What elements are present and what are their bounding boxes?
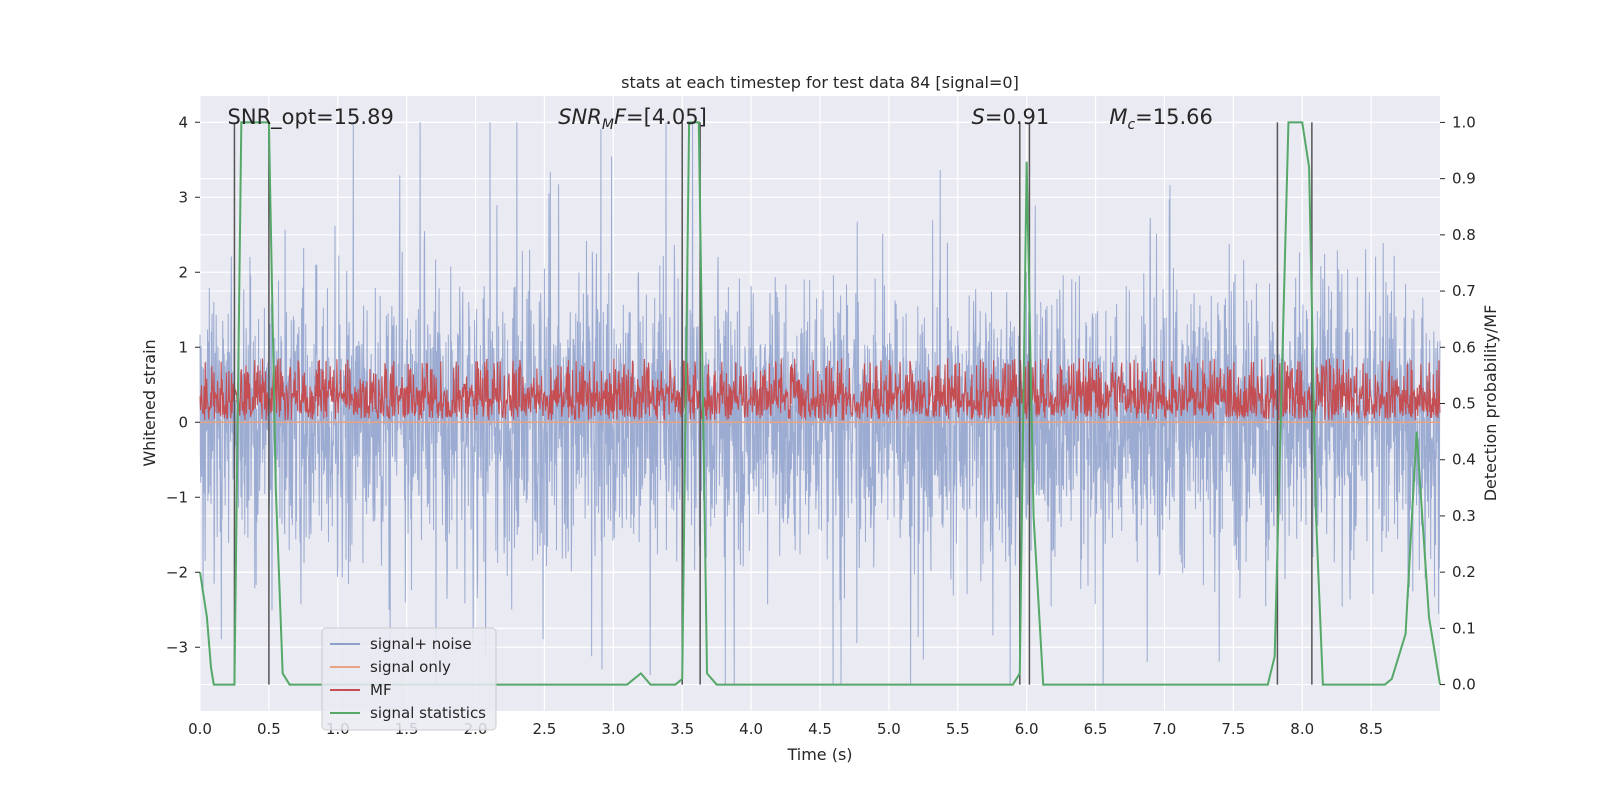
y2-tick-label: 0.0 [1452, 676, 1476, 694]
x-tick-label: 6.5 [1084, 720, 1108, 738]
x-tick-label: 3.0 [601, 720, 625, 738]
x-tick-label: 5.0 [877, 720, 901, 738]
signal-statistics-line [199, 121, 1441, 686]
y-tick-label: 0 [178, 413, 188, 431]
x-tick-label: 7.5 [1221, 720, 1245, 738]
y2-tick-label: 0.8 [1452, 226, 1476, 244]
x-tick-label: 2.5 [533, 720, 557, 738]
noise-line [199, 122, 1441, 685]
marker-lines [233, 122, 1313, 685]
y-tick-label: 1 [178, 338, 188, 356]
x-axis-label: Time (s) [786, 745, 852, 764]
y2-tick-label: 0.3 [1452, 507, 1476, 525]
x-tick-label: 7.0 [1153, 720, 1177, 738]
signal-noise-series [199, 122, 1441, 685]
y-axis-label: Whitened strain [140, 339, 159, 466]
x-tick-label: 5.5 [946, 720, 970, 738]
y-tick-label: 2 [178, 263, 188, 281]
y-tick-label: −1 [166, 488, 188, 506]
x-tick-label: 0.5 [257, 720, 281, 738]
annotation-text: S=0.91 [972, 105, 1050, 129]
x-tick-label: 8.0 [1290, 720, 1314, 738]
legend: signal+ noise signal only MF signal statist… [321, 627, 497, 731]
x-tick-label: 4.0 [739, 720, 763, 738]
y2-tick-label: 0.4 [1452, 451, 1476, 469]
legend-entry-label: signal+ noise [370, 635, 472, 653]
y2-tick-label: 0.6 [1452, 338, 1476, 356]
tick-labels: 0.00.51.01.52.02.53.03.54.04.55.05.56.06… [166, 113, 1476, 738]
legend-entry-label: signal statistics [370, 704, 486, 722]
mf-line [199, 358, 1441, 422]
signal-statistics-series [199, 121, 1441, 686]
y2-tick-label: 0.9 [1452, 170, 1476, 188]
y2-tick-label: 0.2 [1452, 563, 1476, 581]
x-tick-label: 0.0 [188, 720, 212, 738]
y-tick-label: 3 [178, 188, 188, 206]
chart-title: stats at each timestep for test data 84 … [621, 73, 1019, 92]
x-tick-label: 8.5 [1359, 720, 1383, 738]
y2-tick-label: 1.0 [1452, 113, 1476, 131]
y-tick-label: −2 [166, 563, 188, 581]
annotations: SNR_opt=15.89 SNRMF=[4.05] S=0.91 Mc=15.66 [228, 105, 1213, 133]
x-tick-label: 4.5 [808, 720, 832, 738]
y2-axis-label: Detection probability/MF [1481, 305, 1500, 502]
annotation-text: SNR_opt=15.89 [228, 105, 394, 130]
legend-entry-label: MF [370, 681, 392, 699]
y2-tick-label: 0.5 [1452, 395, 1476, 413]
x-tick-label: 6.0 [1015, 720, 1039, 738]
y2-tick-label: 0.7 [1452, 282, 1476, 300]
x-tick-label: 3.5 [670, 720, 694, 738]
y-tick-label: 4 [178, 113, 188, 131]
legend-box [321, 627, 497, 731]
mf-series [199, 358, 1441, 422]
annotation-text: Mc=15.66 [1109, 105, 1213, 133]
annotation-text: SNRMF=[4.05] [558, 105, 707, 133]
y2-tick-label: 0.1 [1452, 619, 1476, 637]
legend-entry-label: signal only [370, 658, 451, 676]
y-tick-label: −3 [166, 638, 188, 656]
